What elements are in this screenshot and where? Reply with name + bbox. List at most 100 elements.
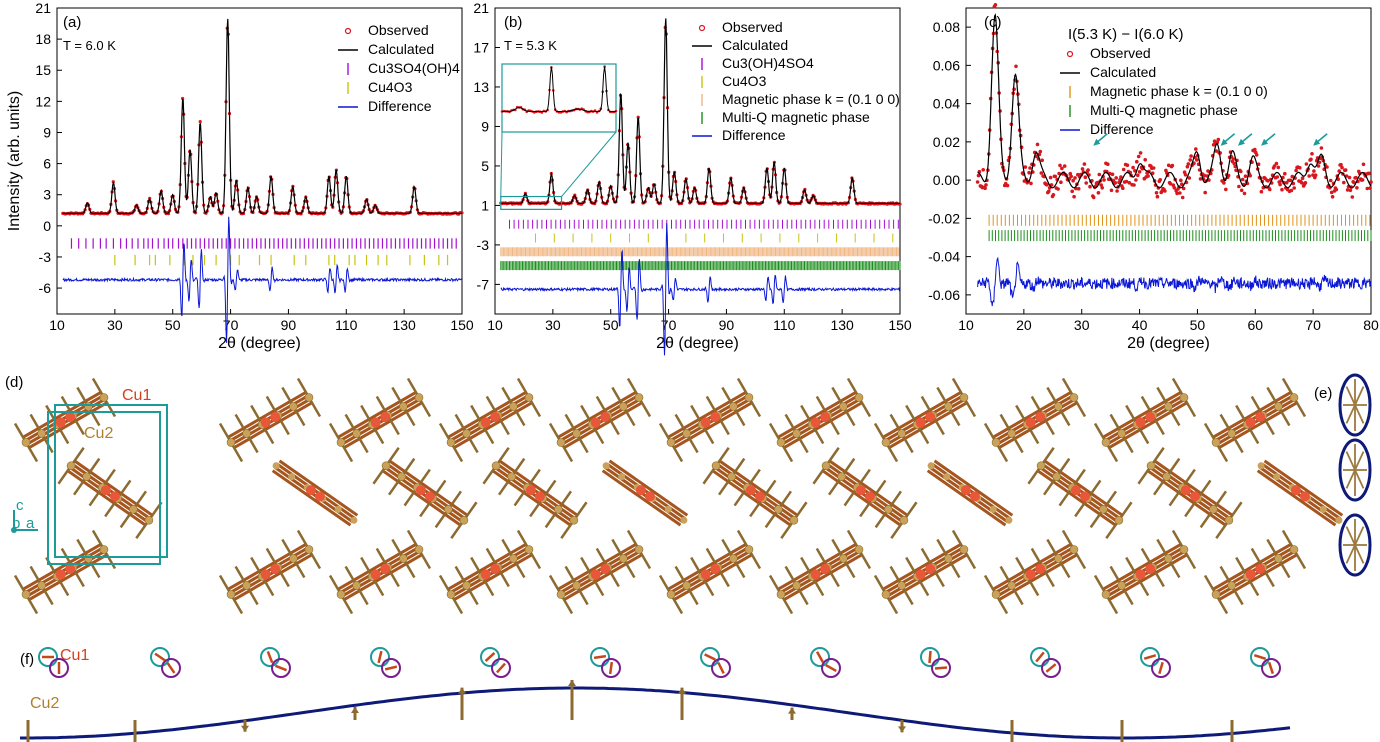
cu1-atom [960, 485, 971, 496]
cu-bond [882, 543, 962, 591]
cu2-atom [776, 438, 786, 447]
cu-bond [888, 401, 968, 449]
legend-b-cu4o3-text: Cu4O3 [722, 73, 767, 89]
cu-bond [1153, 459, 1234, 517]
observed-point [1239, 188, 1244, 193]
cu1-atom [65, 412, 76, 422]
x-tick-label: 20 [1016, 317, 1032, 333]
spin-ellipse [1338, 513, 1372, 577]
x-tick-label: 110 [773, 317, 796, 333]
cu-chain [1093, 529, 1197, 615]
observed-point [1168, 182, 1173, 186]
observed-point [1181, 186, 1186, 191]
cu1-atom [370, 569, 381, 580]
observed-point [1088, 184, 1092, 189]
cu-bond [783, 553, 863, 601]
cu1-atom [1135, 569, 1146, 580]
modulation-curve [20, 686, 1291, 740]
observed-point [1194, 147, 1198, 151]
legend-a-observed-marker [344, 27, 352, 35]
cu1-label: Cu1 [122, 387, 151, 404]
y-tick-label: 15 [35, 62, 51, 78]
observed-point [1118, 178, 1122, 182]
x-tick-label: 10 [49, 317, 65, 333]
y-tick-label: 9 [43, 124, 51, 140]
cu-bond [498, 459, 579, 517]
spin-ellipse [1338, 373, 1372, 437]
observed-point [1234, 168, 1238, 173]
cu2-atom [1117, 581, 1126, 590]
cu2-atom [1069, 545, 1079, 554]
observed-point [1134, 178, 1138, 182]
cu-bond [992, 391, 1072, 439]
observed-point [1343, 168, 1348, 172]
cu-bond [563, 401, 643, 449]
cu-bond [343, 553, 423, 601]
observed-point [1136, 173, 1140, 178]
observed-point [1274, 161, 1279, 166]
zoom-connector [561, 131, 617, 197]
cu1-site-ring [1140, 647, 1160, 667]
x-tick-label: 30 [107, 317, 123, 333]
cu2-atom [82, 472, 91, 481]
cu1-spin [1045, 663, 1057, 673]
observed-point [1310, 152, 1314, 156]
cu1-atom [424, 491, 435, 502]
cu2-atom [414, 393, 424, 402]
cu2-atom [959, 393, 969, 402]
cu1-site-ring [38, 647, 58, 667]
cu2-atom [352, 429, 361, 438]
x-tick-label: 90 [719, 317, 735, 333]
cu-chain [548, 529, 652, 615]
cu1-atom [700, 569, 711, 580]
observed-point [1048, 175, 1053, 180]
cu2-spin-arrowhead [351, 706, 359, 713]
y-tick-label: 18 [35, 31, 51, 47]
cu-bond [711, 469, 792, 527]
y-tick-label: -3 [39, 249, 52, 265]
cu2-atom [619, 402, 628, 411]
cu2-atom [1007, 581, 1016, 590]
cu-chain [13, 529, 117, 615]
cu1-atom [65, 564, 76, 574]
cu2-atom [899, 515, 909, 525]
cu1-atom [864, 491, 875, 502]
calculated-line [977, 13, 1372, 189]
cu1-site-ring [150, 647, 170, 667]
cu-chain [271, 459, 359, 527]
x-tick-label: 150 [888, 317, 912, 333]
cu-bond [557, 543, 637, 591]
cu2-atom [744, 393, 754, 402]
y-tick-label: 17 [473, 39, 489, 55]
spin-spoke [1354, 451, 1365, 471]
spin-spoke [1354, 544, 1365, 564]
observed-point [1316, 164, 1321, 168]
observed-point [1035, 142, 1040, 147]
cu-bond [388, 459, 469, 517]
cu-bond [673, 401, 753, 449]
cu1-atom [260, 417, 271, 428]
cu2-spin-arrowhead [788, 707, 796, 714]
cu1-atom [1245, 417, 1256, 428]
cu1-atom [1189, 491, 1200, 502]
cu1-atom [525, 485, 536, 496]
x-axis-label: 2θ (degree) [1127, 335, 1210, 352]
cu1-spin [815, 651, 825, 663]
observed-point [1275, 175, 1280, 179]
observed-point [1051, 193, 1056, 197]
cu1-site-ring [1030, 647, 1050, 667]
observed-point [1350, 195, 1355, 199]
panel-f-modulation: (f) Cu1 Cu2 [20, 647, 1291, 742]
observed-point [1294, 168, 1298, 173]
cu1-spin [484, 652, 496, 662]
observed-point [983, 186, 987, 190]
cu1-spin [1158, 661, 1164, 675]
cu1-site-ring [711, 658, 731, 678]
cu-bond [777, 391, 857, 439]
observed-point [1124, 179, 1129, 184]
cu-bond [491, 469, 572, 527]
observed-point [1097, 172, 1102, 177]
cu-bond [453, 401, 533, 449]
cu1-site-ring [700, 647, 720, 667]
cu2-atom [989, 505, 997, 513]
